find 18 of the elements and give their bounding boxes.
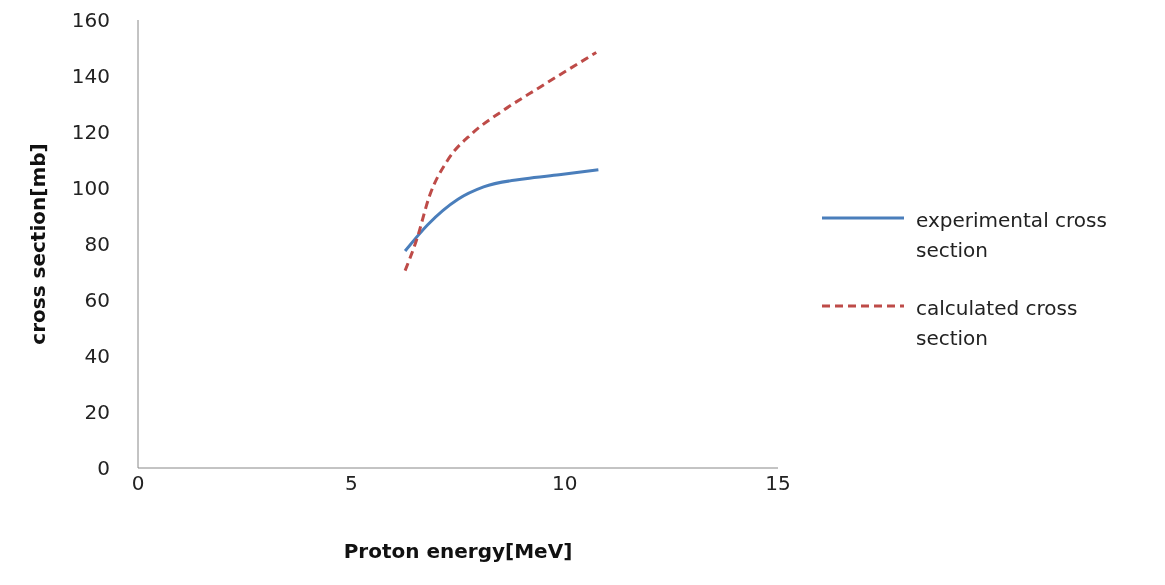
x-tick-label: 10 [551, 471, 578, 496]
x-tick-label: 5 [344, 471, 358, 496]
legend-label: calculated cross section [916, 295, 1079, 352]
legend-label: experimental cross section [916, 207, 1108, 264]
x-tick-label: 15 [765, 471, 791, 496]
line-series [403, 168, 600, 253]
y-axis-title: cross section[mb] [26, 143, 51, 345]
y-tick-label: 140 [71, 64, 110, 89]
x-tick-label: 0 [131, 471, 145, 496]
y-tick-label: 160 [71, 8, 110, 33]
y-tick-label: 20 [84, 400, 110, 425]
y-tick-label: 80 [84, 232, 110, 257]
y-tick-label: 120 [71, 120, 110, 145]
y-tick-label: 100 [71, 176, 110, 201]
y-tick-label: 60 [84, 288, 110, 313]
line-series [403, 50, 598, 273]
x-axis-title: Proton energy[MeV] [343, 539, 573, 563]
y-tick-label: 40 [84, 344, 110, 369]
